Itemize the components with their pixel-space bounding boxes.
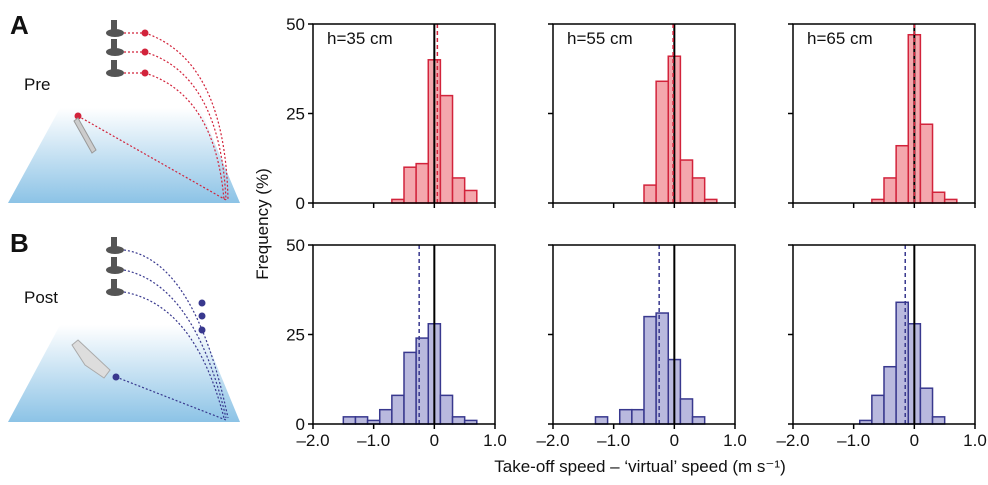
bar — [451, 177, 466, 204]
x-tick-label: 0 — [670, 431, 679, 450]
bar — [594, 416, 609, 425]
bar — [439, 394, 454, 425]
x-tick-label: 0 — [910, 431, 919, 450]
y-tick-label: 25 — [286, 326, 305, 345]
chart-title: h=35 cm — [327, 29, 393, 48]
bar — [643, 315, 657, 425]
x-tick-label: –1.0 — [837, 431, 870, 450]
bar — [403, 351, 417, 425]
y-tick-label: 50 — [286, 236, 305, 255]
bar — [655, 80, 670, 204]
row-label: Pre — [24, 75, 50, 94]
bar — [691, 177, 706, 204]
bar — [618, 408, 633, 425]
bar — [871, 394, 885, 425]
bar — [631, 408, 645, 425]
bar — [391, 394, 405, 425]
bar — [895, 301, 910, 425]
bar — [451, 416, 466, 425]
bar — [415, 337, 430, 425]
x-axis-label: Take-off speed – ‘virtual’ speed (m s⁻¹) — [494, 457, 785, 476]
panel-label: B — [10, 228, 29, 258]
chart-title: h=55 cm — [567, 29, 633, 48]
bar — [919, 387, 934, 425]
x-tick-label: 1.0 — [963, 431, 987, 450]
x-tick-label: 0 — [430, 431, 439, 450]
bar — [883, 365, 897, 425]
bar — [378, 408, 393, 425]
y-tick-label: 25 — [286, 105, 305, 124]
bar — [403, 166, 417, 204]
y-axis-label: Frequency (%) — [253, 168, 272, 279]
row-label: Post — [24, 288, 58, 307]
bar — [679, 398, 694, 425]
bar — [895, 144, 910, 204]
bar — [919, 123, 934, 204]
x-tick-label: –2.0 — [296, 431, 329, 450]
bar — [931, 416, 946, 425]
illustration-pre — [8, 20, 240, 203]
bar — [655, 312, 670, 425]
axes-frame — [552, 23, 736, 204]
y-tick-label: 0 — [296, 194, 305, 213]
axes-frame — [792, 23, 976, 204]
x-tick-label: –1.0 — [597, 431, 630, 450]
x-tick-label: –2.0 — [536, 431, 569, 450]
bar — [931, 191, 946, 204]
panel-label: A — [10, 10, 29, 40]
bar — [691, 416, 706, 425]
x-tick-label: –2.0 — [776, 431, 809, 450]
x-tick-label: –1.0 — [357, 431, 390, 450]
illustration-post — [8, 237, 240, 422]
x-tick-label: 1.0 — [723, 431, 747, 450]
y-tick-label: 50 — [286, 15, 305, 34]
bar — [883, 177, 897, 204]
x-tick-label: 1.0 — [483, 431, 507, 450]
bar — [342, 416, 357, 425]
bar — [415, 162, 430, 204]
y-tick-label: 0 — [296, 415, 305, 434]
bar — [439, 94, 454, 204]
bar — [463, 189, 478, 204]
bar — [679, 159, 694, 204]
bar — [354, 416, 369, 425]
bar — [643, 184, 657, 204]
chart-title: h=65 cm — [807, 29, 873, 48]
